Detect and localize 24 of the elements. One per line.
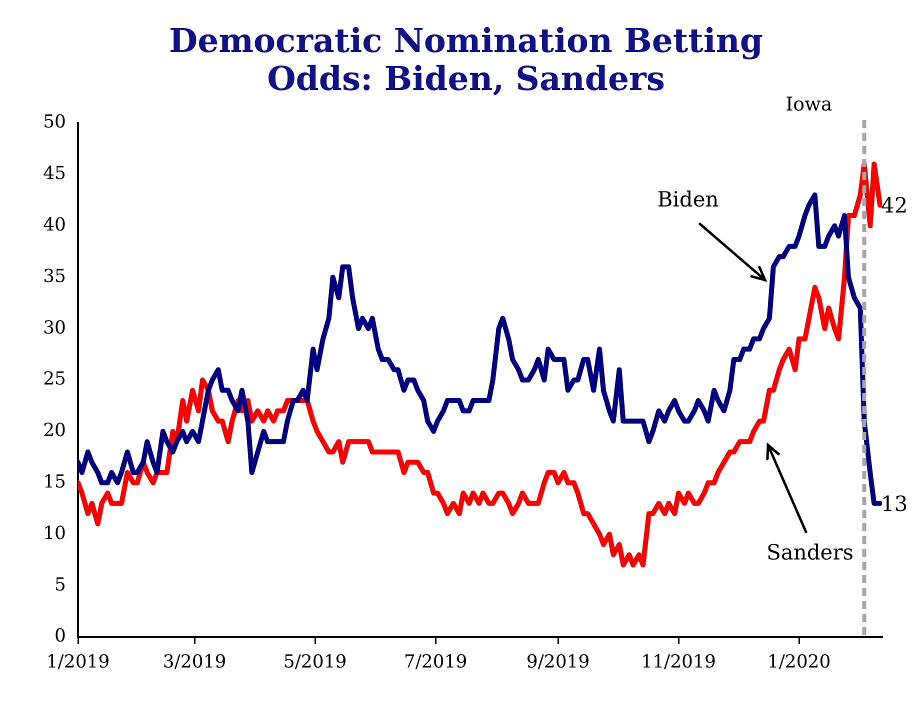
x-tick-label: 1/2019 bbox=[46, 651, 110, 672]
y-tick-label: 50 bbox=[43, 112, 66, 133]
x-tick-label: 7/2019 bbox=[404, 651, 468, 672]
x-tick-label: 3/2019 bbox=[162, 651, 226, 672]
y-tick-label: 25 bbox=[43, 368, 66, 390]
y-tick-label: 10 bbox=[43, 522, 66, 544]
y-tick-label: 40 bbox=[43, 214, 66, 236]
ref-line-label: Iowa bbox=[786, 93, 832, 116]
annotation: Biden bbox=[657, 187, 719, 212]
y-tick-label: 30 bbox=[43, 317, 66, 338]
y-tick-label: 20 bbox=[43, 420, 66, 442]
x-tick-label: 1/2020 bbox=[767, 651, 831, 672]
x-tick-label: 5/2019 bbox=[283, 651, 347, 672]
y-tick-label: 45 bbox=[43, 163, 66, 184]
y-tick-label: 5 bbox=[54, 574, 66, 596]
y-tick-label: 0 bbox=[54, 626, 66, 647]
data-label: 42 bbox=[881, 194, 908, 218]
y-tick-label: 35 bbox=[43, 266, 66, 287]
data-label: 13 bbox=[881, 492, 908, 516]
y-tick-label: 15 bbox=[43, 471, 66, 492]
x-tick-label: 11/2019 bbox=[641, 651, 716, 672]
annotation: Sanders bbox=[766, 540, 854, 564]
chart-title: Democratic Nomination Betting Odds: Biden, Sanders bbox=[168, 21, 764, 98]
x-tick-label: 9/2019 bbox=[526, 651, 590, 672]
